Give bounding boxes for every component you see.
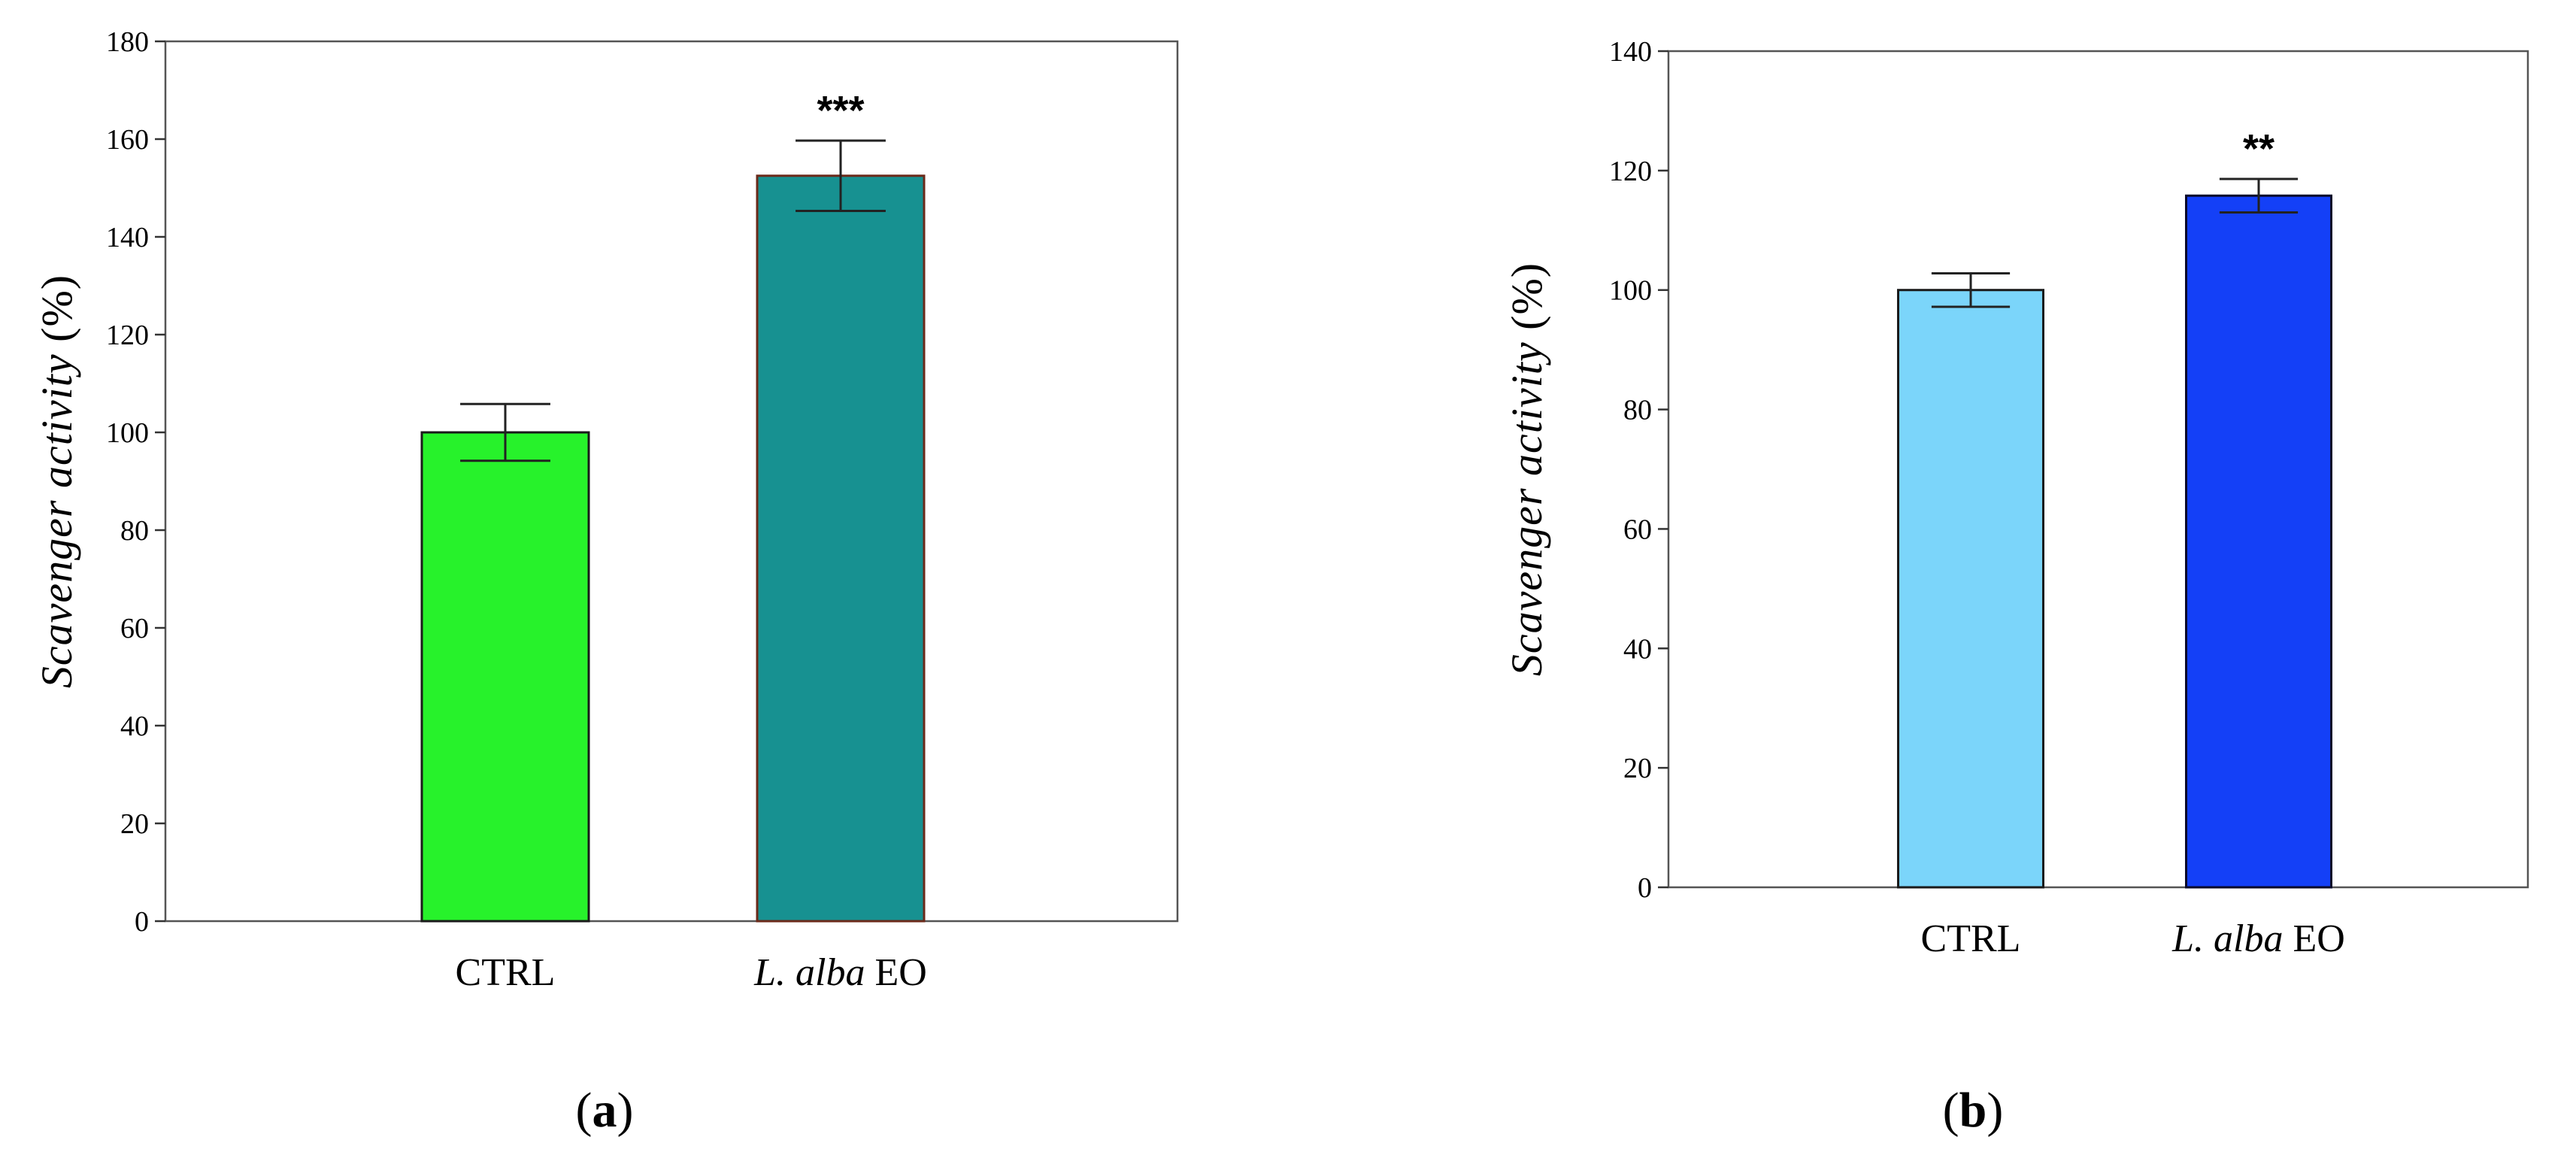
x-category-label: CTRL (1921, 917, 2021, 960)
significance-marker: *** (817, 88, 864, 133)
x-category-label-plain: EO (865, 951, 927, 994)
bar (2185, 194, 2332, 889)
panel-label: (a) (576, 1083, 634, 1138)
y-axis-title-plain: (%) (1502, 262, 1551, 341)
panel-label-close: ) (617, 1083, 634, 1138)
panel-label-open: ( (576, 1083, 592, 1138)
bar (756, 174, 926, 923)
y-tick-label: 40 (120, 711, 149, 742)
x-category-label-plain: CTRL (1921, 917, 2021, 960)
y-tick-label: 60 (1623, 514, 1652, 545)
y-tick-label: 60 (120, 613, 149, 644)
panels: 0 20 40 60 80 100 120 140 160 180 Scavenger activi… (32, 26, 2529, 1138)
bar (420, 431, 590, 923)
panel-label: (b) (1943, 1083, 2004, 1138)
y-tick-label: 80 (1623, 395, 1652, 426)
y-tick-label: 0 (135, 906, 149, 938)
panel-label-letter: b (1959, 1083, 1987, 1138)
y-tick-label: 100 (106, 417, 149, 449)
plot-frame (1667, 50, 2529, 889)
y-tick-label: 140 (1609, 36, 1652, 68)
y-tick-label: 120 (106, 320, 149, 351)
y-axis-title-italic: Scavenger activity (32, 353, 81, 688)
x-category-label-plain: EO (2284, 917, 2345, 960)
y-tick-label: 20 (1623, 753, 1652, 784)
plot-frame (164, 40, 1179, 923)
chart-panel-a: 0 20 40 60 80 100 120 140 160 180 Scavenger activi… (32, 26, 1179, 1138)
x-category-label: L. alba EO (2171, 917, 2345, 960)
y-axis-title-plain: (%) (32, 274, 81, 353)
x-category-label-italic: L. alba (2171, 917, 2283, 960)
y-tick-label: 160 (106, 124, 149, 156)
x-category-label: CTRL (456, 951, 556, 994)
y-tick-label: 0 (1638, 872, 1652, 904)
panel-label-open: ( (1943, 1083, 1959, 1138)
y-tick-label: 180 (106, 26, 149, 58)
x-category-label-italic: L. alba (753, 951, 865, 994)
bar (1897, 289, 2044, 889)
panel-label-close: ) (1987, 1083, 2003, 1138)
chart-panel-b: 0 20 40 60 80 100 120 140 Scavenger activity (%)… (1502, 36, 2529, 1138)
x-category-label-plain: CTRL (456, 951, 556, 994)
significance-marker: ** (2243, 126, 2274, 171)
y-axis-title: Scavenger activity (%) (32, 274, 81, 688)
x-category-label: L. alba EO (753, 951, 927, 994)
y-axis-title-italic: Scavenger activity (1502, 341, 1551, 676)
panel-label-letter: a (592, 1083, 617, 1138)
y-tick-label: 40 (1623, 633, 1652, 665)
y-tick-label: 20 (120, 808, 149, 840)
y-tick-label: 100 (1609, 275, 1652, 307)
y-tick-label: 140 (106, 222, 149, 253)
y-axis-title: Scavenger activity (%) (1502, 262, 1551, 676)
y-tick-label: 120 (1609, 156, 1652, 187)
y-tick-label: 80 (120, 515, 149, 547)
